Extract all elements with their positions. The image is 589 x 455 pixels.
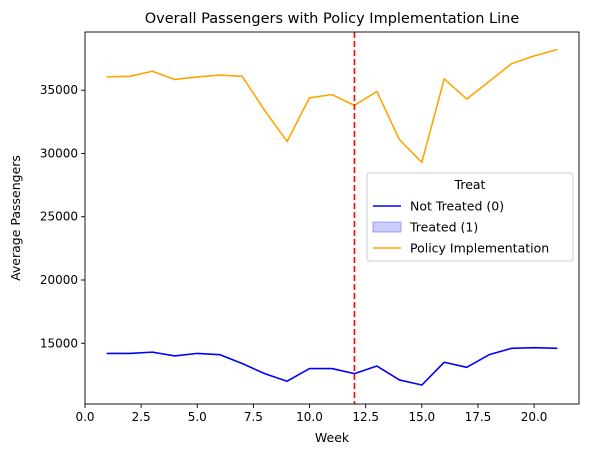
y-tick-label: 30000	[40, 146, 78, 160]
series-line-policy-implementation	[106, 48, 558, 164]
x-axis-label: Week	[315, 430, 350, 445]
legend-entry-label: Not Treated (0)	[410, 199, 504, 214]
legend-swatch	[372, 221, 402, 233]
x-tick-label: 7.5	[244, 410, 263, 424]
x-tick-label: 17.5	[465, 410, 492, 424]
legend-entry-label: Policy Implementation	[410, 241, 549, 256]
legend: Treat Not Treated (0) Treated (1) Policy Im…	[366, 172, 574, 262]
y-tick-label: 15000	[40, 336, 78, 350]
x-tick-label: 5.0	[188, 410, 207, 424]
plot-area: Overall Passengers with Policy Implement…	[8, 11, 580, 445]
x-tick-label: 10.0	[296, 410, 323, 424]
legend-entry-label: Treated (1)	[409, 220, 478, 235]
axes-frame	[84, 31, 580, 405]
y-tick-label: 35000	[40, 83, 78, 97]
x-tick-label: 2.5	[132, 410, 151, 424]
y-tick-label: 25000	[40, 210, 78, 224]
x-tick-label: 20.0	[521, 410, 548, 424]
legend-title: Treat	[454, 177, 486, 192]
y-axis-label: Average Passengers	[8, 155, 23, 281]
legend-box	[366, 172, 574, 262]
x-tick-label: 0.0	[75, 410, 94, 424]
chart-title: Overall Passengers with Policy Implement…	[145, 11, 520, 27]
y-tick-label: 20000	[40, 273, 78, 287]
series-line-not-treated-0-	[106, 346, 558, 386]
x-tick-label: 12.5	[352, 410, 379, 424]
x-tick-label: 15.0	[408, 410, 435, 424]
